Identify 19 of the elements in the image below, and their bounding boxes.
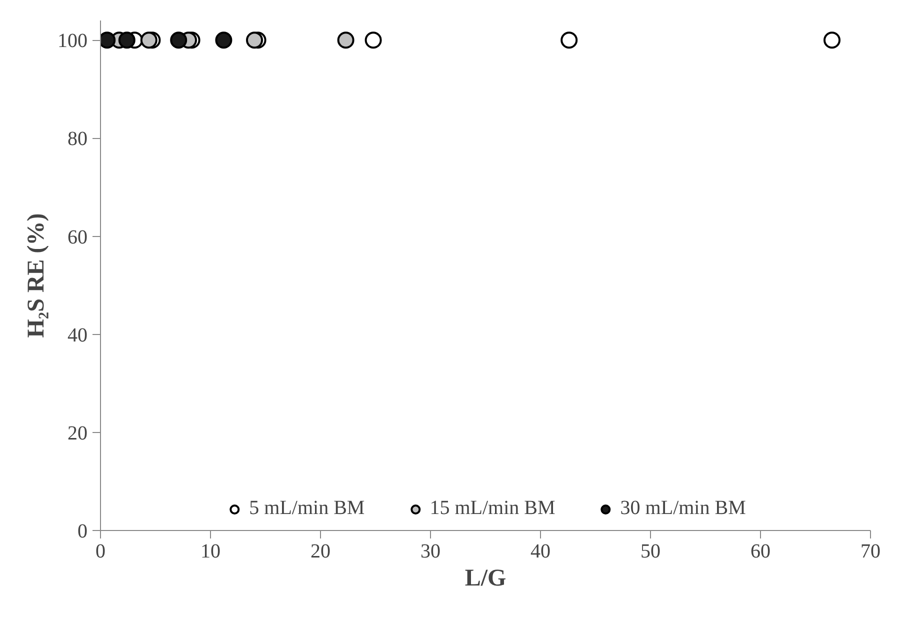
x-tick-label: 40 <box>530 540 550 562</box>
y-tick-label: 60 <box>68 226 88 248</box>
x-tick-label: 10 <box>200 540 220 562</box>
y-axis-title: H₂S RE (%) <box>24 213 50 338</box>
x-tick-label: 50 <box>640 540 660 562</box>
y-tick-label: 80 <box>68 128 88 150</box>
x-tick-label: 70 <box>860 540 880 562</box>
x-tick-label: 0 <box>96 540 106 562</box>
x-axis-title: L/G <box>464 566 507 592</box>
y-tick-label: 0 <box>78 520 88 542</box>
y-tick-label: 40 <box>68 324 88 346</box>
legend-label: 30 mL/min BM <box>620 497 746 520</box>
x-tick-label: 20 <box>310 540 330 562</box>
x-tick-label: 60 <box>750 540 770 562</box>
x-tick-label: 30 <box>420 540 440 562</box>
legend-label: 5 mL/min BM <box>249 497 365 520</box>
y-tick-label: 20 <box>68 422 88 444</box>
y-tick-label: 100 <box>58 30 88 52</box>
legend-label: 15 mL/min BM <box>430 497 556 520</box>
